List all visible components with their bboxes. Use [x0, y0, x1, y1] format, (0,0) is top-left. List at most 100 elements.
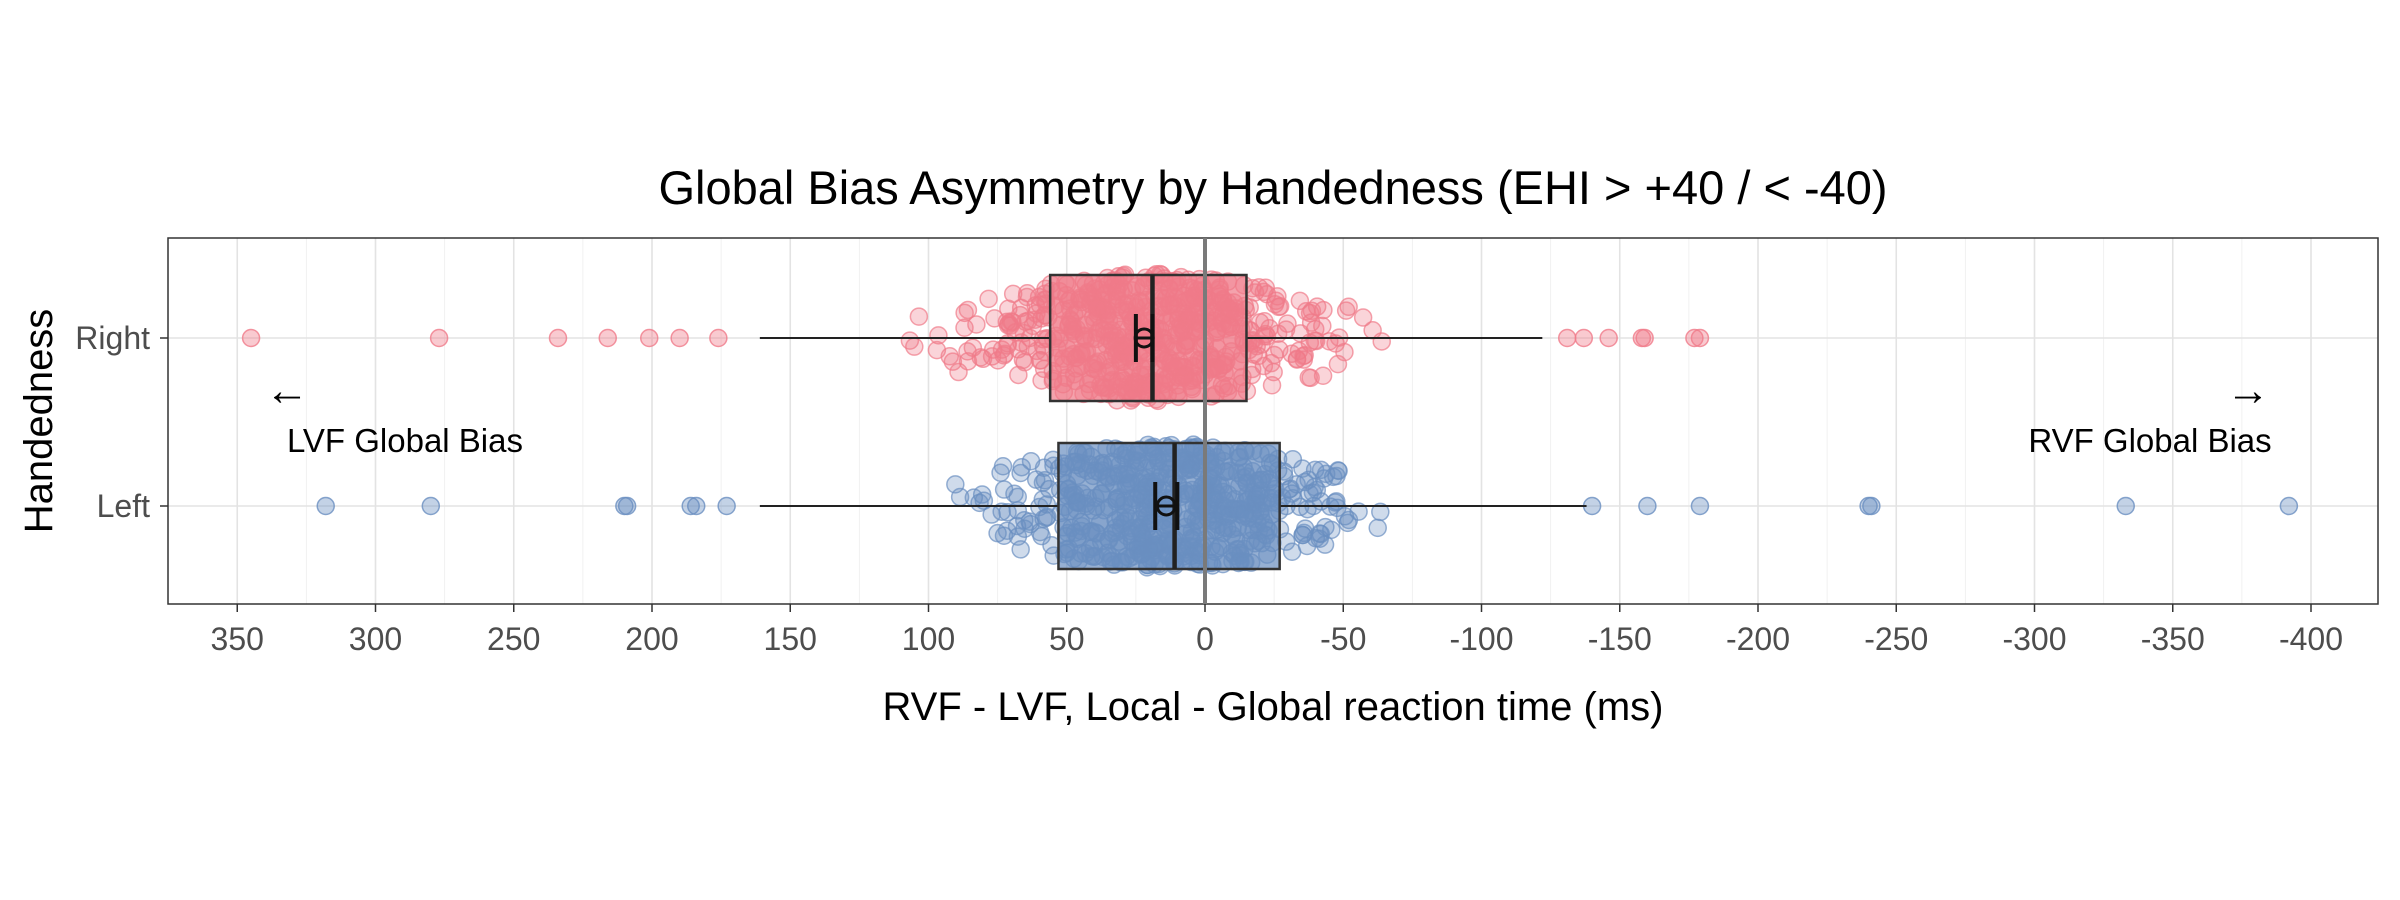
data-point [1283, 449, 1303, 469]
outlier-point [639, 328, 659, 348]
x-tick-label: 150 [764, 621, 817, 657]
data-point [1282, 542, 1302, 561]
x-tick-label: -200 [1726, 621, 1790, 657]
data-point [1339, 510, 1359, 530]
right-arrow-icon: → [2226, 366, 2270, 415]
data-point [1013, 350, 1033, 370]
data-point [1038, 507, 1057, 527]
box-left [759, 441, 1587, 571]
x-tick-label: 0 [1196, 621, 1214, 657]
data-point [967, 315, 986, 334]
data-point [958, 300, 978, 320]
box-plots [759, 273, 1587, 571]
left-arrow-icon: ← [265, 366, 309, 415]
data-point [994, 526, 1014, 546]
rvf-bias-annotation: RVF Global Bias [2028, 422, 2271, 459]
outlier-point [548, 328, 568, 348]
chart-title: Global Bias Asymmetry by Handedness (EHI… [658, 161, 1887, 214]
data-point [1294, 346, 1313, 366]
data-point [973, 349, 993, 369]
data-point [949, 362, 968, 382]
data-point [955, 318, 974, 337]
data-point [1268, 287, 1287, 306]
data-point [1293, 459, 1312, 478]
lvf-bias-annotation: LVF Global Bias [287, 422, 523, 459]
x-axis-title: RVF - LVF, Local - Global reaction time … [883, 685, 1664, 729]
data-point [1008, 487, 1027, 507]
data-point [1032, 371, 1051, 390]
data-point [1262, 375, 1282, 395]
mean-marker [1133, 327, 1155, 349]
outlier-point [429, 328, 449, 348]
data-point [997, 521, 1017, 541]
data-point [1033, 473, 1053, 492]
data-point [905, 337, 924, 356]
data-point [1300, 303, 1320, 323]
data-point [1299, 368, 1319, 387]
data-point [1001, 312, 1021, 331]
x-tick-label: 250 [487, 621, 540, 657]
outlier-point [1690, 328, 1710, 348]
outlier-point [709, 328, 728, 348]
outlier-point [1862, 496, 1881, 516]
outlier-point [1599, 328, 1618, 348]
outlier-point [1574, 328, 1594, 348]
x-tick-label: -400 [2279, 621, 2343, 657]
x-tick-label: 200 [625, 621, 678, 657]
panel-border [167, 237, 2379, 605]
x-tick-label: -350 [2141, 621, 2205, 657]
outlier-point [617, 496, 637, 516]
x-tick-label: -250 [1864, 621, 1928, 657]
data-point [929, 326, 948, 345]
x-tick-label: -150 [1588, 621, 1652, 657]
y-axis-title: Handedness [17, 309, 61, 534]
x-tick-label: -100 [1449, 621, 1513, 657]
data-point [1254, 326, 1274, 346]
data-point [995, 344, 1015, 364]
outlier-point [686, 496, 706, 516]
data-point [1327, 466, 1346, 486]
x-tick-label: -300 [2002, 621, 2066, 657]
data-point [1011, 540, 1030, 559]
data-point [982, 505, 1001, 524]
data-point [1278, 314, 1297, 333]
data-point [1300, 484, 1319, 503]
data-point [1017, 287, 1037, 307]
outlier-point [670, 328, 689, 348]
outlier-point [241, 328, 261, 348]
x-tick-label: 50 [1049, 621, 1085, 657]
outlier-point [1690, 496, 1710, 516]
data-point [1011, 463, 1030, 483]
data-point [1298, 499, 1317, 519]
y-tick-label: Right [75, 320, 150, 356]
data-point [909, 307, 929, 326]
outlier-point [316, 496, 335, 516]
outlier-point [717, 496, 736, 516]
data-point [1327, 492, 1346, 511]
outlier-point [2279, 496, 2299, 516]
data-point [1265, 345, 1284, 365]
x-tick-label: -50 [1320, 621, 1366, 657]
outlier-point [1635, 328, 1654, 348]
outlier-point [1685, 328, 1704, 348]
data-point [1293, 525, 1312, 545]
outlier-point [681, 496, 700, 516]
data-point [1371, 502, 1390, 522]
box-right [759, 273, 1543, 403]
outlier-point [421, 496, 441, 516]
data-point [1313, 366, 1333, 386]
data-point [1291, 324, 1310, 343]
data-point [964, 488, 984, 507]
data-point [940, 347, 959, 366]
data-point [1363, 321, 1382, 340]
data-point [1003, 284, 1023, 304]
x-tick-label: 350 [211, 621, 264, 657]
data-point [1290, 291, 1310, 311]
x-tick-label: 300 [349, 621, 402, 657]
data-point [1313, 316, 1332, 336]
outlier-point [598, 328, 618, 348]
y-tick-label: Left [97, 488, 150, 524]
data-point [1310, 529, 1329, 548]
mean-marker [1155, 495, 1177, 517]
